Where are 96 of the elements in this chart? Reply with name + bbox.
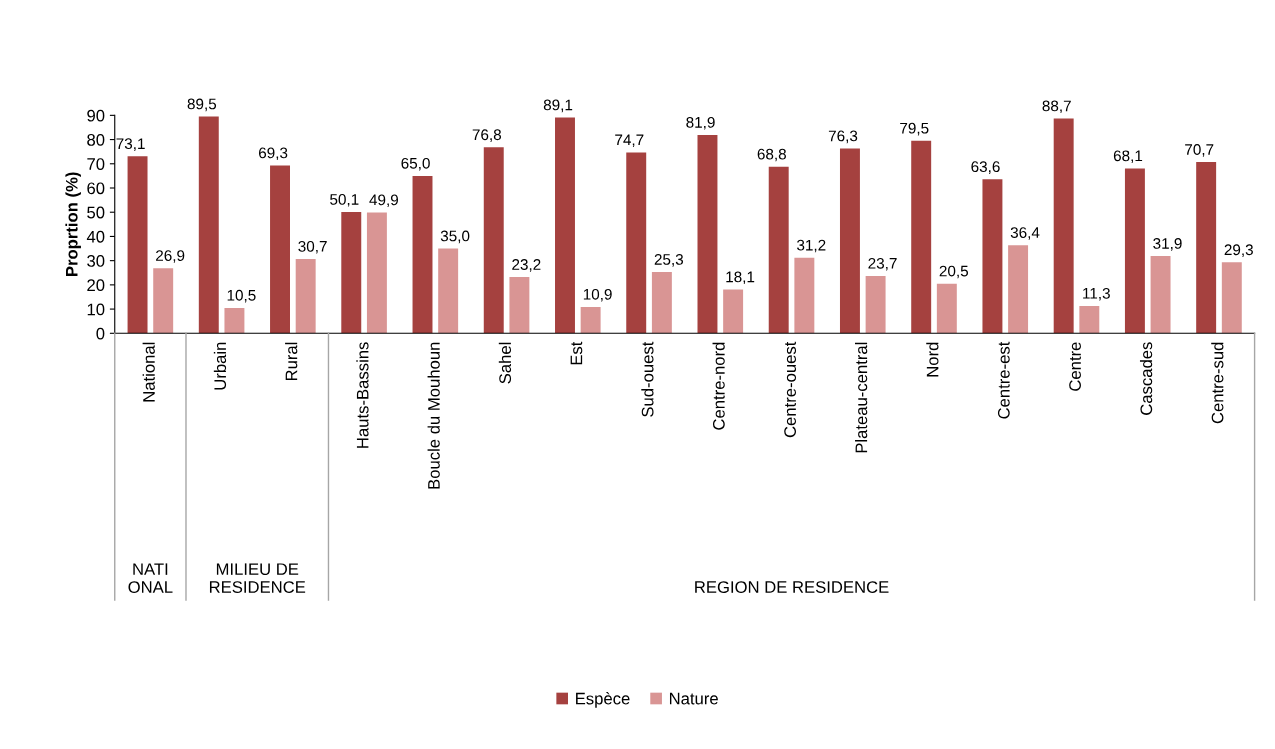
legend-label: Nature bbox=[669, 692, 718, 705]
data-label: 10,9 bbox=[583, 288, 612, 302]
bar bbox=[366, 212, 387, 334]
data-label: 10,5 bbox=[227, 289, 256, 303]
y-tick-label: 20 bbox=[87, 279, 105, 292]
data-label: 81,9 bbox=[686, 116, 715, 130]
y-tick-label: 70 bbox=[87, 158, 105, 170]
data-label: 76,8 bbox=[472, 129, 502, 142]
data-label: 88,7 bbox=[1042, 100, 1071, 114]
bar bbox=[1124, 168, 1145, 334]
x-tick-label: Centre bbox=[1069, 342, 1081, 391]
x-tick-label: Sahel bbox=[498, 342, 512, 384]
x-tick-label: Est bbox=[570, 341, 583, 365]
bar bbox=[982, 179, 1003, 334]
x-tick-label: National bbox=[142, 342, 155, 402]
x-tick-label: Centre-nord bbox=[712, 342, 725, 430]
y-tick-label: 10 bbox=[87, 303, 105, 316]
bar bbox=[1053, 118, 1074, 334]
bar bbox=[839, 148, 860, 334]
bar bbox=[723, 289, 744, 334]
text: REGION DE RESIDENCE bbox=[695, 581, 889, 593]
bar bbox=[341, 211, 362, 334]
bar bbox=[483, 147, 504, 334]
bar bbox=[1221, 262, 1242, 334]
bar bbox=[626, 152, 647, 334]
x-tick-label: Cascades bbox=[1139, 342, 1153, 415]
y-tick-label: 0 bbox=[96, 327, 105, 340]
bar bbox=[412, 175, 433, 334]
data-label: 25,3 bbox=[654, 254, 684, 267]
data-label: 49,9 bbox=[369, 194, 398, 208]
bar bbox=[768, 166, 789, 334]
bar bbox=[270, 165, 290, 334]
x-tick-label: Rural bbox=[285, 342, 298, 381]
x-tick-label: Centre-est bbox=[997, 341, 1010, 419]
data-label: 73,1 bbox=[116, 138, 145, 151]
bar bbox=[1196, 162, 1217, 334]
bar bbox=[911, 140, 932, 334]
bar bbox=[1008, 245, 1029, 334]
bar bbox=[794, 257, 815, 334]
bar bbox=[438, 248, 459, 334]
bar bbox=[153, 268, 174, 334]
bar bbox=[651, 272, 672, 334]
data-label: 20,5 bbox=[939, 265, 969, 279]
data-label: 31,9 bbox=[1153, 238, 1182, 251]
y-tick-label: 50 bbox=[87, 206, 105, 219]
bar bbox=[295, 258, 316, 334]
x-tick-label: Centre-ouest bbox=[784, 341, 797, 438]
text: MILIEU DE RESIDENCE bbox=[209, 563, 306, 593]
data-label: 70,7 bbox=[1185, 144, 1214, 157]
data-label: 68,8 bbox=[757, 148, 786, 162]
bar bbox=[697, 134, 718, 334]
x-tick-label: Plateau-central bbox=[855, 342, 868, 453]
data-label: 63,6 bbox=[971, 161, 1000, 174]
bar bbox=[865, 275, 886, 334]
data-label: 36,4 bbox=[1010, 227, 1040, 240]
data-label: 89,5 bbox=[187, 98, 217, 112]
data-label: 23,7 bbox=[868, 257, 897, 271]
x-tick-label: Sud-ouest bbox=[641, 341, 654, 417]
y-tick-label: 30 bbox=[87, 255, 105, 267]
y-tick-label: 40 bbox=[86, 230, 105, 243]
bar bbox=[127, 156, 148, 334]
bar bbox=[198, 116, 219, 334]
text: NATI ONAL bbox=[128, 563, 173, 593]
data-label: 79,5 bbox=[900, 122, 929, 136]
data-label: 26,9 bbox=[156, 250, 185, 263]
y-tick-label: 80 bbox=[87, 133, 105, 146]
bar bbox=[580, 306, 601, 334]
x-tick-label: Urbain bbox=[213, 342, 227, 390]
legend-label: Espèce bbox=[576, 692, 630, 708]
data-label: 68,1 bbox=[1113, 150, 1143, 163]
data-label: 30,7 bbox=[298, 240, 327, 254]
bar bbox=[1150, 256, 1171, 334]
x-tick-label: Centre-sud bbox=[1211, 342, 1224, 424]
bar bbox=[936, 283, 957, 334]
data-label: 69,3 bbox=[258, 147, 288, 161]
data-label: 76,3 bbox=[828, 130, 858, 144]
data-label: 74,7 bbox=[615, 134, 644, 148]
data-label: 29,3 bbox=[1224, 244, 1253, 257]
data-label: 11,3 bbox=[1083, 287, 1110, 301]
data-label: 65,0 bbox=[401, 157, 430, 171]
data-label: 23,2 bbox=[512, 259, 541, 272]
data-label: 50,1 bbox=[330, 193, 359, 207]
y-axis-title: Proprtion (%) bbox=[65, 172, 81, 276]
x-tick-label: Hauts-Bassins bbox=[356, 342, 369, 448]
bar bbox=[1079, 305, 1100, 334]
y-tick-label: 90 bbox=[87, 109, 105, 122]
data-label: 35,0 bbox=[440, 230, 470, 244]
bar bbox=[509, 277, 530, 334]
data-label: 89,1 bbox=[543, 99, 573, 113]
data-label: 31,2 bbox=[797, 239, 826, 253]
data-label: 18,1 bbox=[726, 271, 755, 285]
y-tick-label: 60 bbox=[87, 182, 105, 195]
x-tick-label: Boucle du Mouhoun bbox=[427, 342, 440, 489]
bar bbox=[555, 117, 575, 334]
bar bbox=[224, 307, 245, 334]
x-tick-label: Nord bbox=[926, 342, 939, 377]
